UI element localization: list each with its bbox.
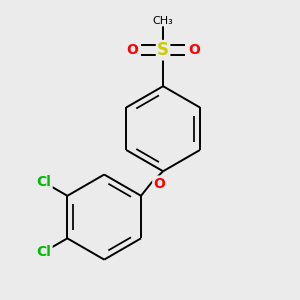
Text: CH₃: CH₃ xyxy=(153,16,173,26)
Text: Cl: Cl xyxy=(37,176,52,189)
Text: S: S xyxy=(157,41,169,59)
Text: O: O xyxy=(153,176,165,190)
Text: O: O xyxy=(126,43,138,57)
Text: Cl: Cl xyxy=(37,245,52,259)
Text: O: O xyxy=(188,43,200,57)
